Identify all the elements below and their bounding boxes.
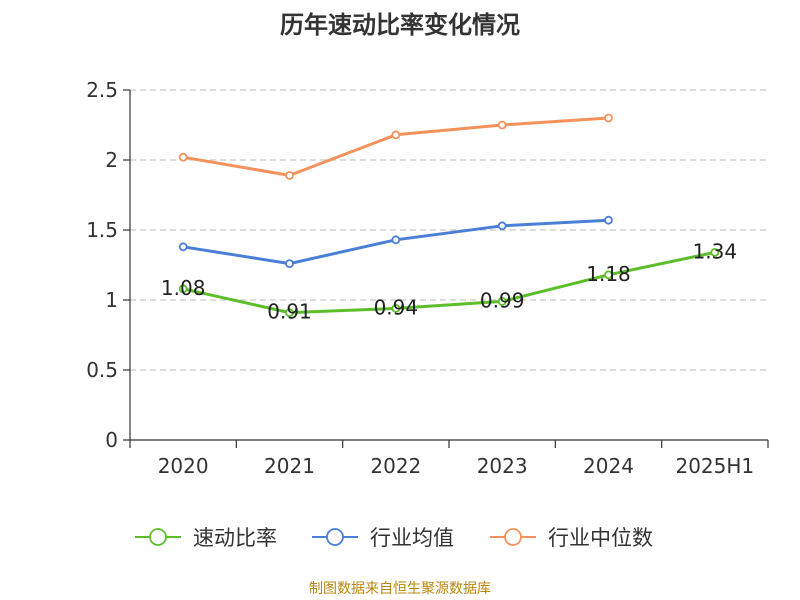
legend-item: 速动比率 [135,526,277,550]
data-point [497,221,507,231]
data-point [178,242,188,252]
legend-label: 行业中位数 [548,526,653,550]
data-label: 1.18 [586,262,631,286]
legend-marker [326,528,344,546]
grid-lines [130,89,768,371]
legend-label: 行业均值 [370,526,454,550]
data-point [710,247,720,257]
x-axis-ticks: 2020 2021 2022 2023 2024 2025H1 [158,454,754,478]
axes [123,89,769,448]
data-label: 0.94 [374,295,419,319]
series-line [182,116,609,177]
series-layer [178,113,720,318]
data-label: 0.91 [267,300,312,324]
x-tick-label: 2021 [264,454,315,478]
legend-marker [504,528,522,546]
data-point [497,120,507,130]
y-tick-label: 1 [105,288,118,312]
legend-marker [149,528,167,546]
data-point [604,270,613,280]
source-note: 制图数据来自恒生聚源数据库 [309,581,491,597]
data-point [178,152,188,162]
chart-title: 历年速动比率变化情况 [280,11,520,39]
legend: 速动比率 行业均值 行业中位数 [135,526,653,550]
y-tick-label: 2 [105,148,118,172]
data-point [391,235,401,245]
data-point [604,113,613,123]
data-point [391,303,401,313]
y-tick-label: 1.5 [86,218,118,242]
data-point [497,296,507,306]
y-tick-label: 0.5 [86,358,118,382]
data-point [604,215,613,225]
data-label: 1.08 [161,276,206,300]
legend-item: 行业中位数 [490,526,653,550]
y-tick-label: 2.5 [86,78,118,102]
x-tick-label: 2020 [158,454,209,478]
x-tick-label: 2024 [583,454,634,478]
x-tick-label: 2025H1 [675,454,754,478]
data-labels: 1.08 0.91 0.94 0.99 1.18 1.34 [161,239,737,323]
data-point [285,259,294,269]
data-point [178,284,188,294]
y-tick-label: 0 [105,428,118,452]
data-point [285,170,294,180]
legend-label: 速动比率 [193,526,277,550]
data-label: 0.99 [480,288,525,312]
series-line [182,250,716,315]
x-tick-label: 2023 [477,454,528,478]
data-point [391,130,401,140]
legend-item: 行业均值 [312,526,454,550]
x-tick-label: 2022 [370,454,421,478]
data-label: 1.34 [693,239,738,263]
y-axis-ticks: 0 0.5 1 1.5 2 2.5 [86,78,118,452]
data-point [285,308,294,318]
